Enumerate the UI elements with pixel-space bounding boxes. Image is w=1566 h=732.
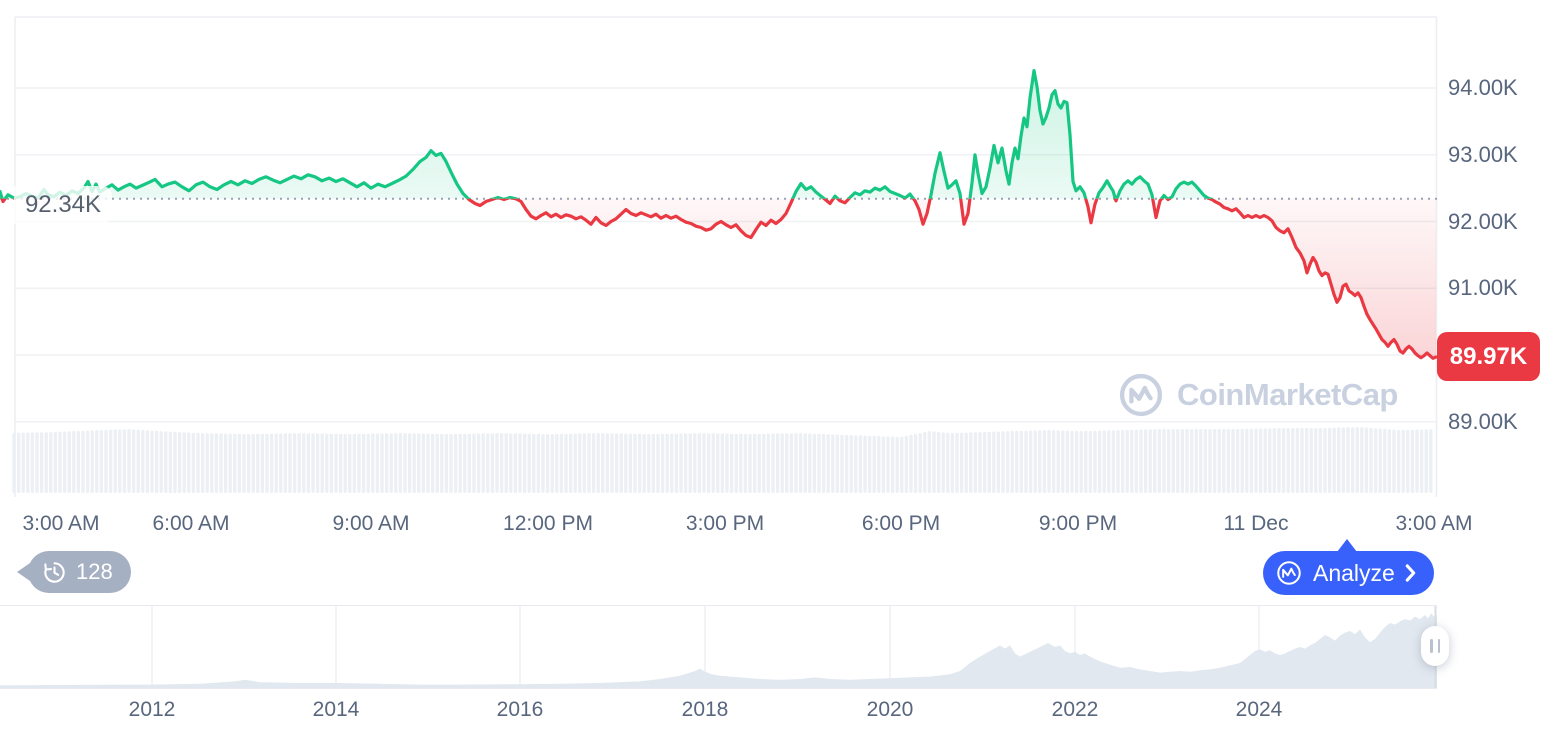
all-time-history-area [0,613,1437,688]
navigator-year-label: 2018 [681,698,729,721]
loss-area-fill [0,198,1436,359]
open-price-label-text: 92.34K [24,191,102,218]
open-price-label: 92.34K [14,186,112,224]
chevron-right-icon [1405,564,1416,582]
x-axis-label: 3:00 AM [1395,512,1473,535]
navigator-year-label: 2024 [1235,698,1283,721]
navigator-year-label: 2012 [128,698,176,721]
x-axis-label: 3:00 PM [685,512,765,535]
coinmarketcap-watermark: CoinMarketCap [1118,372,1398,418]
price-line-up [0,69,1214,199]
current-price-badge: 89.97K [1437,332,1540,381]
navigator-year-label: 2020 [866,698,914,721]
price-line-down [0,198,1437,360]
main-price-chart[interactable] [0,0,1542,500]
y-axis-label: 92.00K [1448,208,1518,234]
x-axis-label: 9:00 AM [332,512,410,535]
watermark-text: CoinMarketCap [1177,377,1398,412]
history-clock-icon [44,561,65,583]
x-axis-label: 6:00 AM [152,512,230,535]
navigator-area-chart [0,606,1437,688]
history-count: 128 [76,559,113,584]
timeline-navigator[interactable] [0,605,1449,689]
y-axis-label: 89.00K [1448,408,1518,434]
volume-bars [12,427,1433,494]
y-axis-label: 94.00K [1448,75,1518,100]
x-axis-label: 9:00 PM [1038,512,1118,535]
navigator-year-label: 2016 [496,698,544,721]
x-axis-label: 6:00 PM [861,512,941,535]
analyze-button[interactable]: Analyze [1263,539,1434,595]
history-count-button[interactable]: 128 [17,551,131,593]
analyze-label: Analyze [1313,559,1395,586]
y-axis-label: 93.00K [1448,141,1518,167]
coinmarketcap-logo-icon [1119,373,1163,417]
navigator-year-label: 2022 [1051,698,1099,721]
analyze-cmc-logo-icon [1277,561,1301,585]
x-axis-label: 11 Dec [1223,512,1289,535]
navigator-resize-handle[interactable] [1421,626,1449,666]
navigator-year-label: 2014 [312,698,360,721]
x-axis-label: 12:00 PM [503,512,593,535]
y-axis-label: 91.00K [1448,275,1518,301]
x-axis-label: 3:00 AM [22,512,100,535]
